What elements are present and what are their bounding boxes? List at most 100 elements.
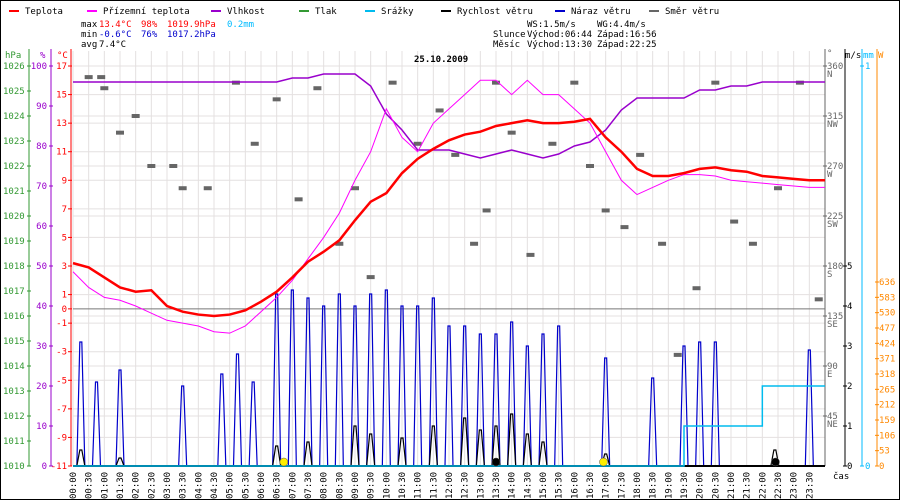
stat-min-humidity: 76%	[141, 30, 158, 40]
wind-direction-mark	[586, 164, 594, 168]
x-tick-label: 22:30	[774, 472, 784, 499]
wind-tick-label: 4	[847, 302, 852, 312]
wind-direction-mark	[774, 186, 782, 191]
x-tick-label: 15:30	[555, 472, 565, 499]
x-tick-label: 10:00	[382, 472, 392, 499]
rain-line	[73, 385, 825, 467]
temperature-line	[72, 117, 825, 318]
pressure-tick-label: 1017	[3, 287, 25, 297]
pressure-tick-label: 1014	[3, 362, 25, 372]
temperature-tick-label: 3	[62, 262, 67, 272]
radiation-tick-label: 424	[879, 339, 895, 349]
wind-direction-mark	[84, 75, 93, 80]
legend-label: Tlak	[315, 7, 337, 17]
moon-marker	[771, 457, 780, 467]
stat-avg-label: avg	[81, 40, 97, 50]
direction-tick-compass: SE	[827, 320, 838, 330]
direction-tick-label: 90	[827, 362, 838, 372]
pressure-tick-label: 1018	[3, 262, 25, 272]
pressure-tick-label: 1024	[3, 112, 25, 122]
x-tick-label: 09:00	[351, 472, 361, 499]
direction-tick-compass: W	[827, 170, 833, 180]
stat-min-pressure: 1017.2hPa	[167, 30, 216, 40]
temperature-tick-label: -5	[56, 376, 67, 386]
pressure-tick-label: 1025	[3, 87, 25, 97]
pressure-tick-label: 1012	[3, 412, 25, 422]
x-tick-label: 07:00	[288, 472, 298, 499]
stat-wind-gust: WG:4.4m/s	[597, 20, 646, 30]
legend-label: Vlhkost	[227, 7, 265, 17]
direction-tick-label: 180	[827, 262, 843, 272]
wind-direction-mark	[351, 186, 359, 191]
legend-label: Srážky	[381, 7, 414, 17]
temperature-tick-label: 0	[62, 305, 67, 315]
humidity-line	[73, 73, 825, 159]
x-tick-label: 20:30	[711, 472, 721, 499]
wind-direction-mark	[636, 152, 645, 157]
x-tick-label: 12:30	[461, 472, 471, 499]
x-tick-label: 02:00	[132, 472, 142, 499]
direction-tick-compass: NE	[827, 420, 838, 430]
pressure-tick-label: 1016	[3, 312, 25, 322]
wind-tick-label: 0	[847, 462, 852, 472]
x-tick-label: 21:30	[743, 472, 753, 499]
wind-direction-mark	[548, 141, 557, 146]
temperature-tick-label: -3	[56, 348, 67, 358]
pressure-tick-label: 1023	[3, 137, 25, 147]
x-tick-label: 09:30	[367, 472, 377, 499]
x-tick-label: 00:00	[69, 472, 79, 499]
wind-direction-mark	[294, 197, 303, 202]
x-tick-label: 19:30	[680, 472, 690, 499]
x-tick-label: 18:30	[649, 472, 659, 499]
wind-direction-mark	[673, 352, 682, 357]
radiation-unit: W	[878, 51, 884, 61]
x-tick-label: 19:00	[664, 472, 674, 499]
wind-tick-label: 3	[847, 342, 852, 352]
direction-tick-label: 135	[827, 312, 843, 322]
moonset: Západ:22:25	[597, 40, 657, 50]
humidity-tick-label: 70	[36, 182, 47, 192]
wind-direction-mark	[620, 225, 629, 230]
x-tick-label: 00:30	[85, 472, 95, 499]
temperature-tick-label: 11	[56, 148, 67, 158]
wind-direction-mark	[570, 80, 579, 85]
legend-label: Směr větru	[665, 7, 719, 17]
moonrise: Východ:13:30	[527, 40, 592, 50]
direction-unit: °	[827, 49, 832, 59]
radiation-tick-label: 265	[879, 385, 895, 395]
wind-direction-mark	[507, 130, 516, 135]
temperature-tick-label: 17	[56, 62, 67, 72]
pressure-tick-label: 1010	[3, 462, 25, 472]
x-tick-label: 04:30	[210, 472, 220, 499]
temperature-tick-label: 7	[62, 205, 67, 215]
rain-tick-label: 1	[865, 62, 870, 72]
radiation-tick-label: 530	[879, 309, 895, 319]
x-tick-label: 11:00	[414, 472, 424, 499]
x-tick-label: 17:30	[617, 472, 627, 499]
wind-direction-mark	[272, 97, 281, 102]
temperature-tick-label: -9	[56, 433, 67, 443]
humidity-tick-label: 90	[36, 102, 47, 112]
apparent-temperature-line	[72, 79, 825, 334]
wind-direction-mark	[313, 86, 322, 91]
pressure-tick-label: 1013	[3, 387, 25, 397]
stat-max-label: max	[81, 20, 98, 30]
wind-direction-mark	[748, 241, 757, 246]
wind-direction-mark	[730, 219, 739, 224]
rain-tick-label: 0	[865, 462, 870, 472]
pressure-tick-label: 1022	[3, 162, 25, 172]
x-tick-label: 17:00	[602, 472, 612, 499]
x-tick-label: 02:30	[147, 472, 157, 499]
temperature-tick-label: 13	[56, 119, 67, 129]
pressure-tick-label: 1015	[3, 337, 25, 347]
sunset: Západ:16:56	[597, 30, 657, 40]
x-tick-label: 03:00	[163, 472, 173, 499]
x-tick-label: 22:00	[758, 472, 768, 499]
stat-max-pressure: 1019.9hPa	[167, 20, 216, 30]
sun-marker	[279, 457, 289, 467]
temperature-tick-label: -11	[51, 462, 67, 472]
x-tick-label: 08:00	[320, 472, 330, 499]
radiation-tick-label: 106	[879, 431, 895, 441]
wind-direction-mark	[169, 164, 178, 168]
